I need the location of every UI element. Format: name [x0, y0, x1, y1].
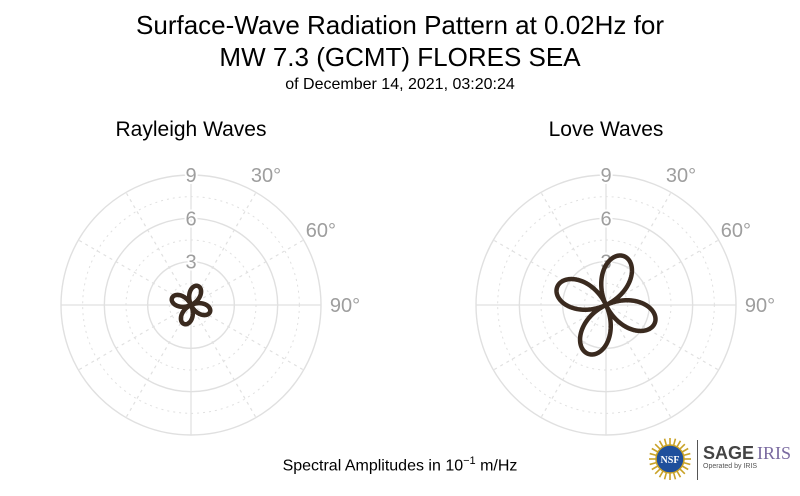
- rayleigh-polar-plot: 3 6 9 30° 60° 90°: [60, 163, 360, 436]
- radiation-pattern-curve: [169, 283, 213, 327]
- radial-gridline: [540, 304, 607, 418]
- radial-tick-label: 9: [600, 165, 611, 187]
- radial-tick-label: 3: [185, 252, 196, 274]
- logo-divider: [697, 440, 698, 480]
- angle-tick-label: 30°: [666, 165, 696, 187]
- rayleigh-panel-title: Rayleigh Waves: [115, 118, 267, 141]
- nsf-ray: [649, 452, 657, 457]
- minor-ring: [82, 196, 300, 414]
- radial-gridline: [605, 304, 719, 371]
- radial-gridline: [190, 192, 257, 306]
- sage-iris-logo: SAGE IRIS Operated by IRIS: [703, 443, 791, 470]
- nsf-ray: [654, 443, 661, 450]
- nsf-ray: [676, 470, 682, 478]
- radial-ring: [146, 260, 236, 350]
- nsf-ray: [663, 438, 668, 446]
- caption-exponent: −1: [463, 455, 476, 467]
- chart-title-line-2: MW 7.3 (GCMT) FLORES SEA: [219, 42, 581, 72]
- nsf-ray: [681, 447, 689, 453]
- nsf-ray: [658, 470, 664, 478]
- nsf-ray: [654, 468, 661, 475]
- nsf-ray: [651, 447, 659, 453]
- radial-gridline: [605, 192, 672, 306]
- nsf-ray: [672, 438, 677, 446]
- radial-tick-label: 6: [185, 208, 196, 230]
- minor-ring: [168, 282, 214, 328]
- nsf-ray: [672, 472, 677, 480]
- nsf-ray: [651, 465, 659, 471]
- angle-tick-label: 90°: [330, 295, 360, 317]
- radial-ring: [518, 217, 694, 393]
- nsf-ray: [679, 468, 686, 475]
- minor-ring: [540, 239, 672, 371]
- angle-tick-label: 30°: [251, 165, 281, 187]
- love-panel-title: Love Waves: [548, 118, 664, 141]
- radial-gridline: [125, 304, 192, 418]
- nsf-ray: [658, 440, 664, 448]
- amplitude-caption: Spectral Amplitudes in 10−1 m/Hz: [0, 455, 800, 475]
- radial-ring: [60, 174, 322, 436]
- nsf-logo: NSF: [649, 438, 691, 480]
- chart-title-line-1: Surface-Wave Radiation Pattern at 0.02Hz…: [136, 10, 664, 40]
- radial-gridline: [190, 304, 304, 371]
- nsf-ray: [679, 443, 686, 450]
- iris-logo-text: IRIS: [757, 443, 792, 463]
- nsf-logo-text: NSF: [661, 455, 680, 466]
- radial-tick-label: 9: [185, 165, 196, 187]
- nsf-ray: [649, 461, 657, 466]
- minor-ring: [497, 196, 715, 414]
- nsf-ray: [663, 472, 668, 480]
- radiation-pattern-curve: [554, 253, 658, 357]
- nsf-ray: [681, 465, 689, 471]
- angle-tick-label: 60°: [306, 220, 336, 242]
- radial-gridline: [493, 239, 607, 306]
- sage-logo-text: SAGE: [703, 443, 755, 463]
- caption-prefix: Spectral Amplitudes in: [282, 457, 446, 475]
- caption-base: 10: [445, 457, 464, 475]
- operated-by-text: Operated by IRIS: [703, 463, 758, 470]
- radial-ring: [103, 217, 279, 393]
- minor-ring: [125, 239, 257, 371]
- radial-ring: [475, 174, 737, 436]
- angle-tick-label: 60°: [721, 220, 751, 242]
- nsf-ray: [683, 461, 691, 466]
- chart-subtitle: of December 14, 2021, 03:20:24: [285, 76, 515, 93]
- radial-tick-label: 6: [600, 208, 611, 230]
- angle-tick-label: 90°: [745, 295, 775, 317]
- nsf-ray: [683, 452, 691, 457]
- caption-unit: m/Hz: [475, 457, 518, 475]
- nsf-ray: [676, 440, 682, 448]
- love-polar-plot: 369 30°60°90°: [475, 163, 775, 436]
- minor-ring: [583, 282, 629, 328]
